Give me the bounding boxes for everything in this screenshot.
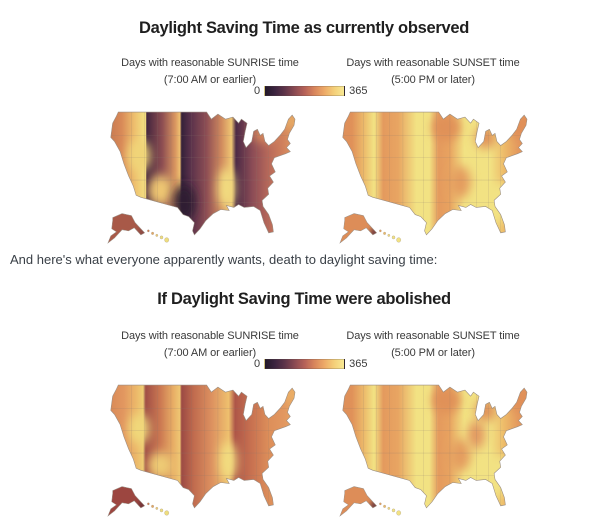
sunset-label-line2: (5:00 PM or later) (391, 74, 475, 86)
map-current-sunrise (103, 109, 299, 250)
colorbar-max-label: 365 (349, 358, 368, 370)
sunset-map-label-abolished: Days with reasonable SUNSET time (5:00 P… (283, 328, 583, 362)
colorbar-gradient (264, 86, 346, 96)
sunrise-label-line2: (7:00 AM or earlier) (163, 347, 257, 359)
colorbar-gradient (264, 359, 346, 369)
colorbar-abolished: 0 365 (254, 358, 367, 370)
sunset-map-label-current: Days with reasonable SUNSET time (5:00 P… (283, 55, 583, 89)
map-abolished-sunrise (103, 382, 299, 523)
colorbar-min-label: 0 (254, 85, 261, 97)
sunrise-label-line2: (7:00 AM or earlier) (163, 74, 257, 86)
colorbar-min-label: 0 (254, 358, 261, 370)
colorbar-current: 0 365 (254, 85, 367, 97)
sunrise-map-label-abolished: Days with reasonable SUNRISE time (7:00 … (60, 328, 360, 362)
map-current-sunset (335, 109, 531, 250)
map-abolished-sunset (335, 382, 531, 523)
colorbar-max-label: 365 (349, 85, 368, 97)
sunrise-label-line1: Days with reasonable SUNRISE time (121, 57, 299, 69)
sunrise-map-label-current: Days with reasonable SUNRISE time (7:00 … (60, 55, 360, 89)
sunset-label-line2: (5:00 PM or later) (391, 347, 475, 359)
sunset-label-line1: Days with reasonable SUNSET time (346, 57, 520, 69)
sunrise-label-line1: Days with reasonable SUNRISE time (121, 330, 299, 342)
body-text: And here's what everyone apparently want… (10, 252, 438, 267)
sunset-label-line1: Days with reasonable SUNSET time (346, 330, 520, 342)
figure-title-abolished: If Daylight Saving Time were abolished (157, 290, 451, 308)
figure-title-current: Daylight Saving Time as currently observ… (138, 19, 470, 37)
